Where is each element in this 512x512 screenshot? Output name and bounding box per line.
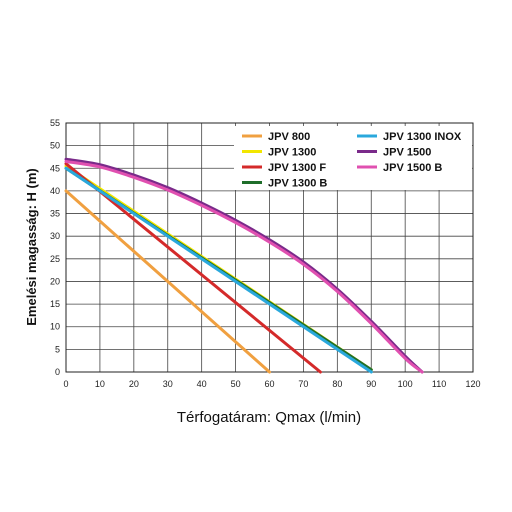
x-tick-labels: 0 10 20 30 40 50 60 70 80 90 100 110 120 — [63, 379, 480, 389]
y-tick-label: 15 — [50, 299, 60, 309]
x-tick-label: 0 — [63, 379, 68, 389]
y-tick-label: 50 — [50, 141, 60, 151]
series-line — [64, 160, 424, 374]
x-tick-label: 40 — [197, 379, 207, 389]
series-line — [64, 157, 424, 374]
x-tick-label: 70 — [298, 379, 308, 389]
y-tick-label: 45 — [50, 163, 60, 173]
x-tick-label: 100 — [398, 379, 413, 389]
y-tick-labels: 0 5 10 15 20 25 30 35 40 45 50 55 — [50, 118, 60, 377]
series-line — [64, 162, 322, 374]
x-tick-label: 20 — [129, 379, 139, 389]
x-axis-label: Térfogatáram: Qmax (l/min) — [177, 409, 361, 426]
x-tick-label: 50 — [231, 379, 241, 389]
legend-box — [234, 126, 472, 190]
legend-label: JPV 1300 INOX — [383, 131, 462, 143]
legend-label: JPV 1300 — [268, 147, 316, 159]
x-tick-label: 30 — [163, 379, 173, 389]
y-tick-label: 0 — [55, 367, 60, 377]
y-tick-label: 55 — [50, 118, 60, 128]
x-tick-label: 80 — [332, 379, 342, 389]
y-tick-label: 20 — [50, 276, 60, 286]
legend-label: JPV 1300 F — [268, 162, 326, 174]
x-tick-label: 120 — [465, 379, 480, 389]
y-tick-label: 40 — [50, 186, 60, 196]
y-tick-label: 5 — [55, 344, 60, 354]
legend: JPV 800 JPV 1300 JPV 1300 F JPV 1300 B JPV 1… — [234, 126, 472, 190]
y-tick-label: 35 — [50, 209, 60, 219]
y-tick-label: 10 — [50, 322, 60, 332]
y-axis-label: Emelési magasság: H (m) — [24, 168, 39, 326]
legend-label: JPV 800 — [268, 131, 310, 143]
series-line — [64, 166, 373, 374]
y-tick-label: 25 — [50, 254, 60, 264]
x-tick-label: 90 — [366, 379, 376, 389]
x-tick-label: 110 — [432, 379, 446, 389]
x-tick-label: 60 — [264, 379, 274, 389]
x-tick-label: 10 — [95, 379, 105, 389]
series-line — [64, 189, 271, 374]
legend-label: JPV 1500 — [383, 147, 431, 159]
legend-label: JPV 1500 B — [383, 162, 442, 174]
series-lines — [64, 157, 424, 374]
y-tick-label: 30 — [50, 231, 60, 241]
legend-label: JPV 1300 B — [268, 178, 327, 190]
